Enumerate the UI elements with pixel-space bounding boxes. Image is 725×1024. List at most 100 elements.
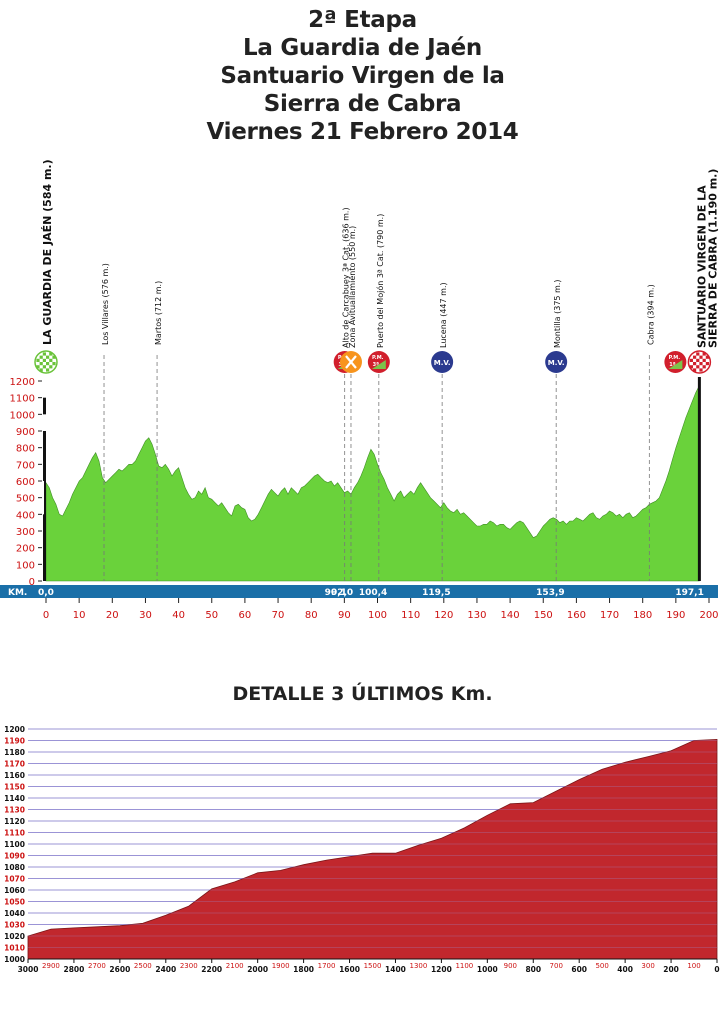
checker-square (692, 362, 697, 366)
checker-square (46, 368, 50, 372)
x-minor-tick-label: 2300 (180, 962, 198, 970)
x-tick-label: 0 (43, 610, 49, 621)
checker-square (42, 352, 46, 356)
x-tick-label: 200 (663, 965, 679, 974)
checker-square (702, 352, 706, 356)
y-tick-label: 300 (16, 527, 35, 538)
y-tick-label: 1190 (4, 737, 25, 746)
x-minor-tick-label: 1300 (410, 962, 428, 970)
icon-disc (431, 351, 454, 373)
title-line-date: Viernes 21 Febrero 2014 (206, 119, 519, 145)
y-scale-segment (43, 431, 46, 481)
y-tick-label: 1000 (10, 410, 35, 421)
x-tick-label: 110 (401, 610, 420, 621)
checker-square (42, 365, 46, 369)
x-tick-label: 0 (714, 965, 719, 974)
title-line-stage: 2ª Etapa (308, 7, 417, 33)
feed-zone-icon (339, 351, 362, 373)
y-tick-label: 1050 (4, 898, 25, 907)
icon-text: P.M. (372, 355, 384, 361)
x-tick-label: 170 (600, 610, 619, 621)
icon-text: P.M. (669, 355, 681, 361)
x-tick-label: 1800 (293, 965, 314, 974)
landmark-label: Los Villares (576 m.) (101, 263, 110, 345)
y-tick-label: 1020 (4, 932, 25, 941)
x-tick-label: 10 (73, 610, 86, 621)
finish-line-bar (697, 377, 701, 581)
detail-title: DETALLE 3 ÚLTIMOS Km. (232, 683, 493, 705)
x-tick-label: 400 (617, 965, 633, 974)
x-tick-label: 200 (699, 610, 718, 621)
x-tick-label: 190 (666, 610, 685, 621)
y-tick-label: 1170 (4, 760, 25, 769)
checker-square (42, 358, 46, 362)
final-km-detail-chart: 1000101010201030104010501060107010801090… (4, 725, 719, 974)
x-tick-label: 20 (106, 610, 119, 621)
x-tick-label: 2800 (63, 965, 84, 974)
y-tick-label: 0 (29, 577, 35, 588)
mountain-prize-icon: P.M.1ª (664, 351, 687, 373)
y-tick-label: 1110 (4, 829, 25, 838)
icon-text: M.V. (434, 359, 451, 367)
landmark-label: Cabra (394 m.) (646, 284, 655, 345)
x-minor-tick-label: 1500 (364, 962, 382, 970)
y-tick-label: 1090 (4, 852, 25, 861)
y-tick-label: 1140 (4, 794, 25, 803)
y-tick-label: 1030 (4, 921, 25, 930)
km-mark-label: 119,5 (422, 588, 450, 598)
x-tick-label: 1000 (477, 965, 498, 974)
x-tick-label: 50 (205, 610, 218, 621)
checker-square (705, 355, 709, 359)
checker-square (696, 365, 700, 369)
y-tick-label: 1200 (4, 725, 25, 734)
km-mark-label: 0,0 (38, 588, 54, 598)
x-tick-label: 40 (172, 610, 185, 621)
landmark-label: Puerto del Mojón 3ª Cat. (790 m.) (375, 214, 385, 348)
km-mark-label: 197,1 (675, 588, 703, 598)
y-tick-label: 1010 (4, 944, 25, 953)
x-tick-label: 3000 (18, 965, 39, 974)
x-minor-tick-label: 100 (687, 962, 700, 970)
checker-square (49, 365, 53, 369)
km-mark-label: 90,1 (325, 588, 347, 598)
checker-square (52, 362, 56, 366)
y-tick-label: 600 (16, 477, 35, 488)
x-minor-tick-label: 2500 (134, 962, 152, 970)
checker-square (699, 362, 703, 366)
checker-square (49, 358, 53, 362)
checker-square (705, 362, 709, 366)
x-minor-tick-label: 2900 (42, 962, 60, 970)
title-line-start: La Guardia de Jaén (243, 35, 482, 61)
x-tick-label: 600 (571, 965, 587, 974)
landmark-label: SIERRA DE CABRA (1.190 m.) (706, 169, 719, 348)
x-minor-tick-label: 500 (595, 962, 608, 970)
x-tick-label: 130 (467, 610, 486, 621)
x-tick-label: 1200 (431, 965, 452, 974)
checker-square (36, 365, 40, 369)
y-tick-label: 400 (16, 510, 35, 521)
km-bar-label: KM. (8, 588, 27, 598)
finish-flag-icon (687, 350, 712, 374)
y-tick-label: 1130 (4, 806, 25, 815)
checker-square (39, 355, 43, 359)
y-tick-label: 200 (16, 544, 35, 555)
y-tick-label: 1000 (4, 955, 25, 964)
sprint-icon: M.V. (431, 351, 454, 373)
x-minor-tick-label: 1100 (455, 962, 473, 970)
x-tick-label: 150 (534, 610, 553, 621)
checker-square (696, 352, 700, 356)
checker-square (46, 362, 50, 366)
y-tick-label: 800 (16, 444, 35, 455)
x-minor-tick-label: 2100 (226, 962, 244, 970)
checker-square (692, 355, 697, 359)
x-tick-label: 120 (434, 610, 453, 621)
x-tick-label: 2600 (109, 965, 130, 974)
elevation-area (45, 382, 700, 582)
y-tick-label: 1100 (10, 394, 35, 405)
x-tick-label: 2200 (201, 965, 222, 974)
stage-profile-chart: 0100200300400500600700800900100011001200… (0, 160, 719, 621)
sprint-icon: M.V. (545, 351, 568, 373)
x-tick-label: 2400 (155, 965, 176, 974)
checker-square (702, 365, 706, 369)
icon-disc (545, 351, 568, 373)
